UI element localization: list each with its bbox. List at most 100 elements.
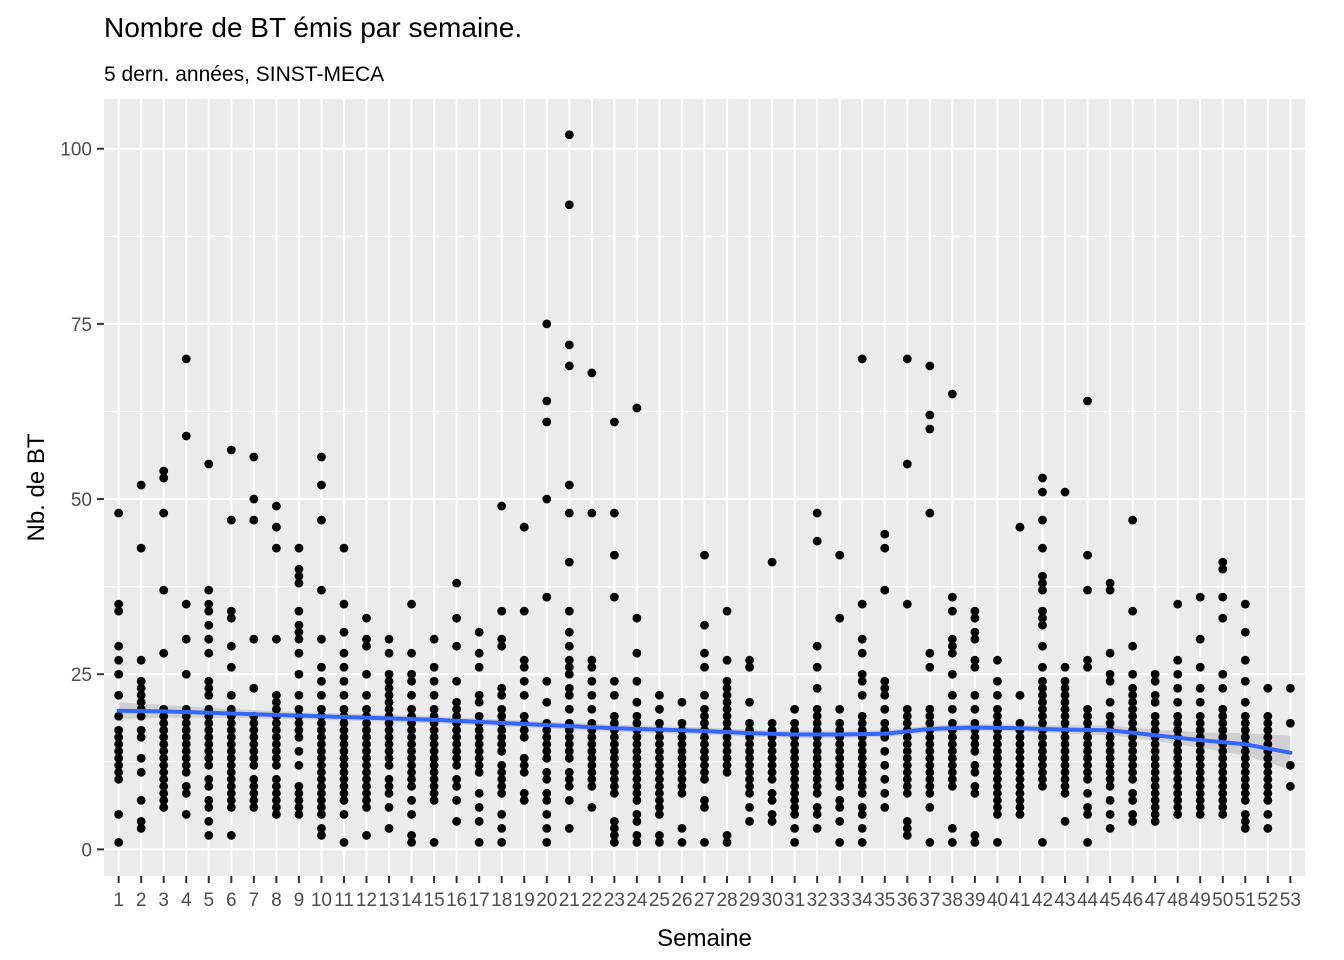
data-point <box>136 753 146 763</box>
data-point <box>609 830 619 840</box>
data-point <box>136 543 146 553</box>
data-point <box>1015 781 1025 791</box>
data-point <box>429 767 439 777</box>
data-point <box>317 690 326 700</box>
data-point <box>339 543 349 553</box>
data-point <box>204 683 214 693</box>
data-point <box>1128 606 1138 616</box>
data-point <box>767 760 777 770</box>
data-point <box>745 718 754 728</box>
data-point <box>1105 697 1115 707</box>
data-point <box>1060 732 1070 742</box>
data-point <box>159 795 169 805</box>
data-point <box>902 816 912 826</box>
data-point <box>812 823 822 833</box>
data-point <box>1263 823 1273 833</box>
data-point <box>1105 676 1115 686</box>
data-point <box>1083 746 1092 756</box>
data-point <box>609 746 619 756</box>
x-tick-label: 48 <box>1167 890 1188 911</box>
data-point <box>1195 760 1205 770</box>
data-point <box>925 767 935 777</box>
data-point <box>587 704 597 714</box>
data-point <box>1083 718 1092 728</box>
data-point <box>902 711 912 721</box>
data-point <box>1038 697 1047 707</box>
data-point <box>1240 599 1250 609</box>
data-point <box>181 788 191 798</box>
data-point <box>655 830 664 840</box>
data-point <box>519 676 529 686</box>
data-point <box>429 704 439 714</box>
x-tick-label: 3 <box>158 890 169 911</box>
data-point <box>384 683 394 693</box>
data-point <box>271 501 281 511</box>
data-point <box>947 746 957 756</box>
data-point <box>609 774 619 784</box>
data-point <box>519 655 529 665</box>
data-point <box>1195 662 1205 672</box>
data-point <box>1150 676 1160 686</box>
data-point <box>317 809 326 819</box>
data-point <box>587 508 597 518</box>
data-point <box>857 746 867 756</box>
data-point <box>925 753 935 763</box>
data-point <box>609 676 619 686</box>
x-tick-label: 47 <box>1145 890 1166 911</box>
data-point <box>429 676 439 686</box>
data-point <box>452 578 462 588</box>
data-point <box>1218 711 1228 721</box>
data-point <box>362 781 371 791</box>
data-point <box>700 711 709 721</box>
data-point <box>136 823 146 833</box>
data-point <box>407 732 416 742</box>
data-point <box>947 634 957 644</box>
x-tick-label: 11 <box>334 890 354 911</box>
data-point <box>1128 739 1138 749</box>
data-point <box>339 774 349 784</box>
data-point <box>1173 788 1183 798</box>
data-point <box>294 620 304 630</box>
data-point <box>993 767 1002 777</box>
data-point <box>1105 760 1115 770</box>
data-point <box>880 760 890 770</box>
data-point <box>497 732 507 742</box>
data-point <box>1240 732 1250 742</box>
data-point <box>1015 690 1025 700</box>
data-point <box>722 655 732 665</box>
data-point <box>993 753 1002 763</box>
data-point <box>1128 711 1138 721</box>
data-point <box>857 718 867 728</box>
data-point <box>925 711 935 721</box>
data-point <box>1083 732 1092 742</box>
data-point <box>677 767 687 777</box>
data-point <box>181 599 191 609</box>
data-point <box>542 319 552 329</box>
data-point <box>1240 753 1250 763</box>
data-point <box>677 697 687 707</box>
data-point <box>767 809 777 819</box>
data-point <box>564 746 574 756</box>
data-point <box>925 410 935 420</box>
data-point <box>857 599 867 609</box>
data-point <box>902 781 912 791</box>
data-point <box>1015 718 1025 728</box>
data-point <box>880 802 890 812</box>
data-point <box>767 557 777 567</box>
data-point <box>542 494 552 504</box>
data-point <box>1150 760 1160 770</box>
data-point <box>1083 788 1092 798</box>
data-point <box>249 732 259 742</box>
data-point <box>114 746 124 756</box>
data-point <box>362 739 371 749</box>
x-tick-label: 51 <box>1235 890 1256 911</box>
data-point <box>1128 753 1138 763</box>
data-point <box>700 746 709 756</box>
data-point <box>159 774 169 784</box>
data-point <box>204 746 214 756</box>
data-point <box>1105 795 1115 805</box>
data-point <box>835 795 845 805</box>
data-point <box>226 767 236 777</box>
data-point <box>159 739 169 749</box>
data-point <box>1128 746 1138 756</box>
